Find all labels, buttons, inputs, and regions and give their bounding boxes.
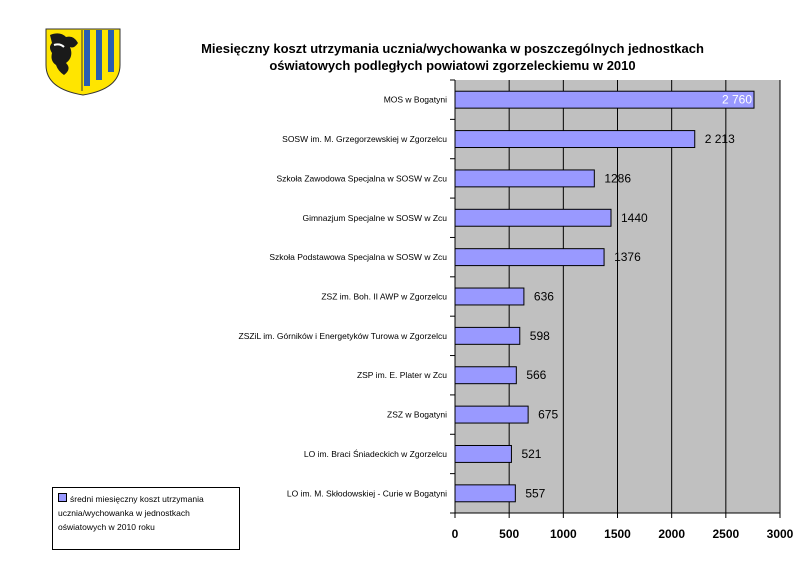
category-label: Szkoła Podstawowa Specjalna w SOSW w Zcu <box>269 252 447 262</box>
x-tick-label: 2500 <box>712 527 739 541</box>
bar <box>454 248 605 267</box>
category-label: ZSZ im. Boh. II AWP w Zgorzelcu <box>321 292 447 302</box>
x-tick-label: 1500 <box>604 527 631 541</box>
bar <box>454 287 525 306</box>
bar <box>454 484 516 503</box>
bar <box>454 90 755 109</box>
value-label: 566 <box>526 368 546 382</box>
category-label: Gimnazjum Specjalne w SOSW w Zcu <box>302 213 447 223</box>
category-label: ZSZiL im. Górników i Energetyków Turowa … <box>239 331 448 341</box>
value-label: 557 <box>525 486 545 500</box>
x-tick-label: 2000 <box>658 527 685 541</box>
category-label: Szkoła Zawodowa Specjalna w SOSW w Zcu <box>276 173 447 183</box>
bar <box>454 169 595 188</box>
value-label: 1440 <box>621 211 648 225</box>
x-tick-label: 1000 <box>550 527 577 541</box>
bar <box>454 444 512 463</box>
category-label: MOS w Bogatyni <box>384 95 447 105</box>
x-tick-label: 500 <box>499 527 519 541</box>
value-label: 598 <box>530 329 550 343</box>
category-label: SOSW im. M. Grzegorzewskiej w Zgorzelcu <box>282 134 447 144</box>
value-label: 636 <box>534 290 554 304</box>
category-label: LO im. M. Skłodowskiej - Curie w Bogatyn… <box>287 488 447 498</box>
legend: średni miesięczny koszt utrzymania uczni… <box>52 487 240 550</box>
value-label: 675 <box>538 408 558 422</box>
x-tick-label: 3000 <box>767 527 794 541</box>
chart-title-line-1: Miesięczny koszt utrzymania ucznia/wycho… <box>201 41 704 56</box>
coat-of-arms-icon <box>44 27 122 97</box>
value-label: 2 760 <box>722 93 752 107</box>
chart-title: Miesięczny koszt utrzymania ucznia/wycho… <box>175 40 730 74</box>
value-label: 2 213 <box>705 132 735 146</box>
category-label: LO im. Braci Śniadeckich w Zgorzelcu <box>304 448 447 459</box>
category-label: ZSZ w Bogatyni <box>387 410 447 420</box>
bar <box>454 366 517 385</box>
bar <box>454 326 521 345</box>
value-label: 1376 <box>614 250 641 264</box>
bar <box>454 405 529 424</box>
legend-label: średni miesięczny koszt utrzymania uczni… <box>58 494 204 532</box>
chart-title-line-2: oświatowych podległych powiatowi zgorzel… <box>269 58 636 73</box>
x-tick-label: 0 <box>452 527 459 541</box>
value-label: 1286 <box>604 171 631 185</box>
bar <box>454 130 696 149</box>
legend-swatch <box>58 493 67 502</box>
category-label: ZSP im. E. Plater w Zcu <box>357 370 447 380</box>
value-label: 521 <box>521 447 541 461</box>
bar <box>454 208 612 227</box>
